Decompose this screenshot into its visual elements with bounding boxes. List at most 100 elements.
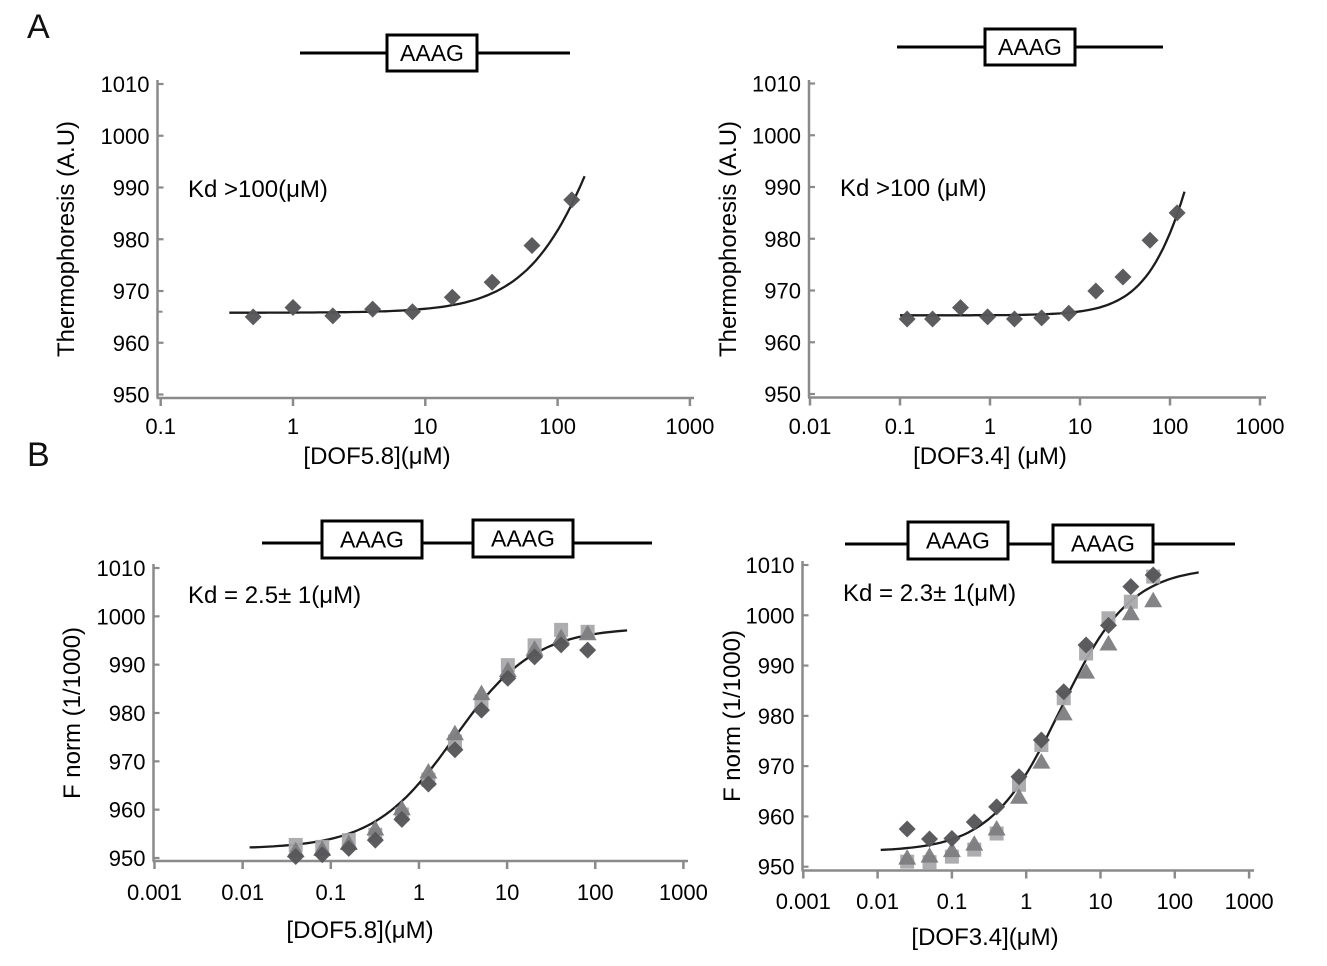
b-right-y-tick-label: 960 bbox=[758, 804, 795, 829]
b-left-point-diamond bbox=[366, 831, 384, 849]
a-right-aaag-label: AAAG bbox=[998, 34, 1062, 60]
a-right-point-diamond bbox=[951, 299, 969, 317]
b-right-point-diamond bbox=[1077, 636, 1095, 654]
b-left-point-diamond bbox=[446, 741, 464, 759]
b-left-y-tick-label: 960 bbox=[109, 798, 146, 823]
a-right-kd-annotation: Kd >100 (μM) bbox=[840, 175, 987, 202]
b-left-x-tick-label: 0.01 bbox=[221, 880, 264, 905]
a-right-y-axis-title: Thermophoresis (A.U) bbox=[715, 121, 742, 357]
a-right-y-tick-label: 970 bbox=[764, 279, 801, 304]
a-left-x-tick-label: 0.1 bbox=[145, 414, 176, 439]
a-left-point-diamond bbox=[244, 308, 262, 326]
b-left-point-triangle bbox=[578, 624, 597, 641]
b-left-x-tick-label: 1 bbox=[413, 880, 425, 905]
b-left-x-tick-label: 100 bbox=[577, 880, 614, 905]
b-left-aaag-box bbox=[471, 518, 575, 559]
a-right-y-tick-label: 960 bbox=[764, 330, 801, 355]
a-right-aaag-box bbox=[983, 27, 1077, 67]
b-left-x-axis-title: [DOF5.8](μM) bbox=[286, 917, 433, 944]
a-left-y-tick-label: 1000 bbox=[101, 124, 150, 149]
a-left-x-tick-label: 1 bbox=[287, 414, 299, 439]
b-left-aaag-label: AAAG bbox=[491, 526, 555, 552]
b-right-x-tick-label: 0.001 bbox=[776, 889, 831, 914]
a-right-point-diamond bbox=[979, 308, 997, 326]
a-left-point-diamond bbox=[483, 273, 501, 291]
b-left-point-triangle bbox=[392, 799, 411, 816]
a-left-dna-schematic: AAAG bbox=[300, 33, 570, 73]
a-left-point-diamond bbox=[284, 299, 302, 317]
b-left-x-tick-label: 0.001 bbox=[127, 880, 182, 905]
b-right-point-diamond bbox=[1055, 683, 1073, 701]
a-left-point-diamond bbox=[443, 288, 461, 306]
b-right-series-square bbox=[900, 569, 1161, 870]
b-left-y-tick-label: 970 bbox=[109, 749, 146, 774]
a-right-y-tick-label: 980 bbox=[764, 227, 801, 252]
b-right-x-tick-label: 0.01 bbox=[856, 889, 899, 914]
a-right-y-tick-label: 1000 bbox=[752, 123, 801, 148]
a-left-y-tick-label: 950 bbox=[113, 383, 150, 408]
b-right-series-triangle bbox=[898, 591, 1163, 865]
b-left-y-tick-label: 1000 bbox=[97, 604, 146, 629]
b-left-x-tick-label: 0.1 bbox=[316, 880, 347, 905]
b-left-series-triangle bbox=[286, 624, 597, 858]
b-right-x-tick-label: 100 bbox=[1156, 889, 1193, 914]
b-left-series-square bbox=[288, 622, 595, 854]
a-left-y-tick-label: 970 bbox=[113, 279, 150, 304]
b-right-x-tick-label: 0.1 bbox=[937, 889, 968, 914]
panel-label-a: A bbox=[27, 8, 50, 46]
b-right-point-triangle bbox=[898, 849, 917, 865]
b-left-x-tick-label: 10 bbox=[495, 880, 519, 905]
a-right-dna-schematic: AAAG bbox=[897, 27, 1163, 67]
b-right-point-triangle bbox=[1077, 663, 1096, 679]
b-left-fit-curve bbox=[249, 629, 628, 849]
a-left-point-diamond bbox=[403, 303, 421, 321]
b-right-point-triangle bbox=[920, 847, 939, 863]
a-left-y-tick-label: 960 bbox=[113, 331, 150, 356]
b-left-point-triangle bbox=[366, 820, 385, 836]
b-right-aaag-label: AAAG bbox=[1071, 531, 1135, 557]
panel-label-b: B bbox=[27, 436, 50, 474]
b-left-point-diamond bbox=[526, 648, 544, 666]
b-left-point-diamond bbox=[287, 848, 305, 866]
b-left-point-diamond bbox=[499, 669, 517, 687]
a-right-point-diamond bbox=[1114, 268, 1132, 286]
a-left-x-tick-label: 10 bbox=[413, 414, 437, 439]
b-right-point-diamond bbox=[921, 830, 939, 848]
a-left-point-diamond bbox=[364, 300, 382, 318]
a-right-x-tick-label: 0.1 bbox=[885, 414, 916, 439]
b-right-aaag-label: AAAG bbox=[926, 528, 990, 554]
b-right-y-axis-title: F norm (1/1000) bbox=[719, 630, 746, 802]
b-left-point-diamond bbox=[393, 810, 411, 828]
b-left-point-diamond bbox=[313, 846, 331, 864]
b-left-y-tick-label: 1010 bbox=[97, 556, 146, 581]
b-left-kd-annotation: Kd = 2.5± 1(μM) bbox=[188, 582, 361, 609]
a-right-point-diamond bbox=[1060, 304, 1078, 322]
a-left-x-tick-label: 1000 bbox=[665, 414, 714, 439]
b-left-point-diamond bbox=[472, 701, 490, 719]
b-right-point-triangle bbox=[1121, 604, 1140, 621]
b-right-x-tick-label: 10 bbox=[1088, 889, 1112, 914]
a-right-y-tick-label: 990 bbox=[764, 175, 801, 200]
b-left-x-tick-label: 1000 bbox=[659, 880, 708, 905]
a-left-y-tick-label: 1010 bbox=[101, 72, 150, 97]
a-left-y-tick-label: 980 bbox=[113, 227, 150, 252]
a-left-point-diamond bbox=[324, 307, 342, 325]
b-right-point-triangle bbox=[1032, 753, 1051, 769]
b-right-y-tick-label: 980 bbox=[758, 704, 795, 729]
b-right-y-tick-label: 990 bbox=[758, 654, 795, 679]
a-left-kd-annotation: Kd >100(μM) bbox=[188, 176, 328, 203]
a-right-point-diamond bbox=[1168, 204, 1186, 222]
b-right-point-triangle bbox=[1009, 788, 1028, 804]
b-right-point-triangle bbox=[1054, 704, 1073, 721]
a-right-x-tick-label: 10 bbox=[1068, 414, 1092, 439]
b-left-point-diamond bbox=[340, 839, 358, 857]
a-left-point-diamond bbox=[563, 191, 581, 209]
a-left-x-tick-label: 100 bbox=[539, 414, 576, 439]
b-left-point-diamond bbox=[552, 636, 570, 654]
a-left-aaag-label: AAAG bbox=[400, 40, 464, 66]
b-left-point-triangle bbox=[419, 762, 438, 779]
b-right-point-square bbox=[1079, 646, 1094, 661]
b-right-point-triangle bbox=[965, 835, 984, 851]
